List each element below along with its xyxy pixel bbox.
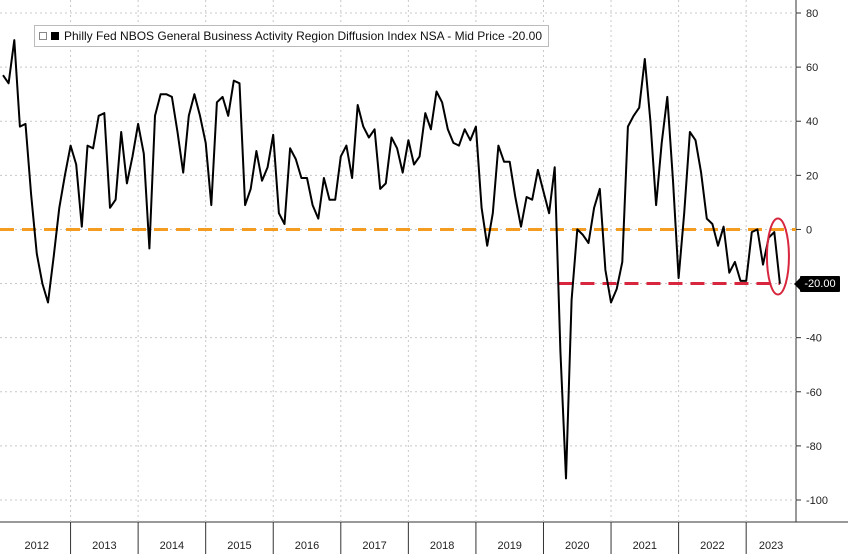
y-tick-label: 0 — [806, 224, 812, 236]
x-tick-label: 2016 — [295, 540, 319, 552]
legend-label: Philly Fed NBOS General Business Activit… — [64, 29, 542, 43]
legend-checkbox-icon[interactable] — [39, 32, 47, 40]
y-tick-label: 80 — [806, 8, 818, 20]
y-tick-label: -60 — [806, 387, 822, 399]
y-tick-label: 60 — [806, 62, 818, 74]
x-tick-label: 2012 — [25, 540, 49, 552]
series-line — [2, 39, 781, 480]
highlight-circle — [765, 217, 790, 296]
legend: Philly Fed NBOS General Business Activit… — [34, 25, 549, 47]
reference-lines — [0, 227, 796, 286]
x-tick-label: 2022 — [700, 540, 724, 552]
x-tick-label: 2023 — [759, 540, 783, 552]
x-tick-label: 2015 — [227, 540, 251, 552]
y-tick-label: 20 — [806, 170, 818, 182]
legend-swatch-icon — [51, 32, 59, 40]
y-tick-label: -100 — [806, 495, 828, 507]
x-tick-label: 2017 — [362, 540, 386, 552]
x-tick-label: 2021 — [633, 540, 657, 552]
y-tick-label: -40 — [806, 333, 822, 345]
x-tick-label: 2020 — [565, 540, 589, 552]
x-axis: 2012 2013 2014 2015 2016 2017 2018 2019 2020 2021… — [25, 522, 783, 554]
last-value-tag: -20.00 — [794, 276, 840, 292]
plot-area — [2, 39, 790, 480]
x-tick-label: 2019 — [497, 540, 521, 552]
y-tick-label: -80 — [806, 441, 822, 453]
grid-lines — [0, 0, 848, 523]
y-tick-label: 40 — [806, 116, 818, 128]
x-tick-label: 2014 — [160, 540, 184, 552]
x-tick-label: 2013 — [92, 540, 116, 552]
x-tick-label: 2018 — [430, 540, 454, 552]
